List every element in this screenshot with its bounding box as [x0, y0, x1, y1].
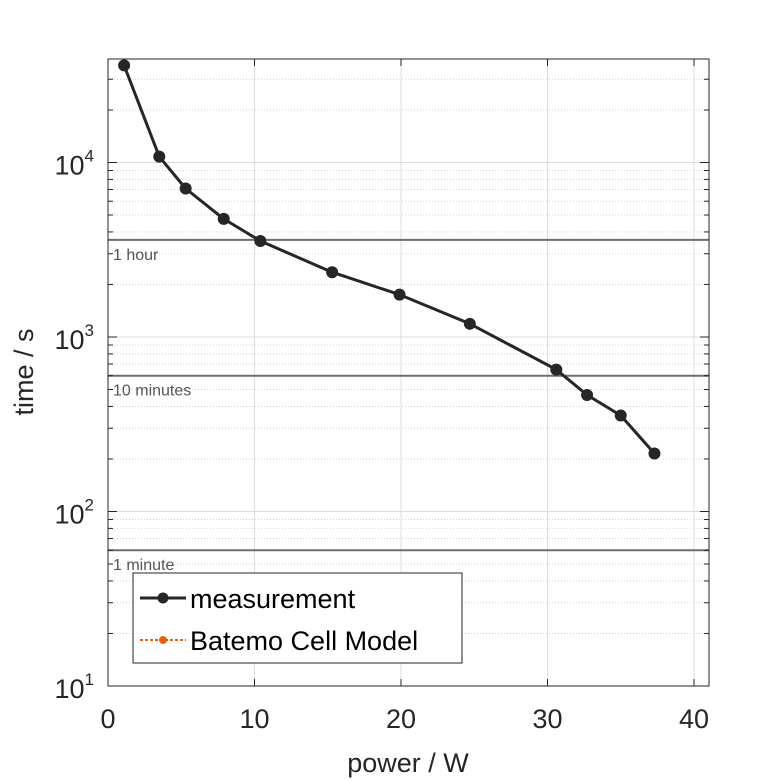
data-point: [614, 409, 627, 422]
y-tick-label: 101: [54, 670, 94, 704]
y-tick-label: 102: [54, 496, 94, 530]
data-point: [179, 182, 192, 195]
data-point: [393, 288, 406, 301]
data-point: [153, 150, 166, 163]
data-point: [217, 212, 230, 225]
x-tick-label: 20: [386, 704, 416, 734]
legend: measurement Batemo Cell Model: [132, 572, 463, 664]
legend-label-measurement: measurement: [190, 584, 356, 614]
data-point: [463, 317, 476, 330]
x-tick-label: 30: [532, 704, 562, 734]
reference-line-label: 1 hour: [113, 247, 159, 264]
legend-box: [132, 572, 463, 664]
x-axis-label: power / W: [347, 748, 469, 778]
y-tick-label: 103: [54, 321, 94, 355]
legend-label-batemo-cell-model: Batemo Cell Model: [190, 626, 418, 656]
data-point: [648, 447, 661, 460]
reference-line-label: 1 minute: [113, 557, 174, 574]
reference-lines: 1 hour 10 minutes 1 minute: [108, 238, 709, 574]
series-line: [122, 64, 656, 455]
series-layer: [118, 59, 661, 460]
data-point: [326, 266, 339, 279]
axis-ticks: 0 10 20 30 40 101 102 103 104: [54, 59, 709, 734]
x-tick-label: 0: [100, 704, 115, 734]
legend-marker-batemo-cell-model: [159, 636, 167, 644]
reference-line-label: 10 minutes: [113, 383, 191, 400]
y-tick-label: 104: [54, 147, 94, 181]
x-tick-label: 10: [239, 704, 269, 734]
data-point: [550, 363, 563, 376]
legend-marker-measurement: [157, 592, 169, 604]
plot-frame: [107, 58, 710, 687]
data-point: [581, 389, 594, 402]
y-axis-label: time / s: [9, 328, 39, 415]
x-tick-label: 40: [679, 704, 709, 734]
data-point: [254, 234, 267, 247]
data-point: [118, 59, 131, 72]
